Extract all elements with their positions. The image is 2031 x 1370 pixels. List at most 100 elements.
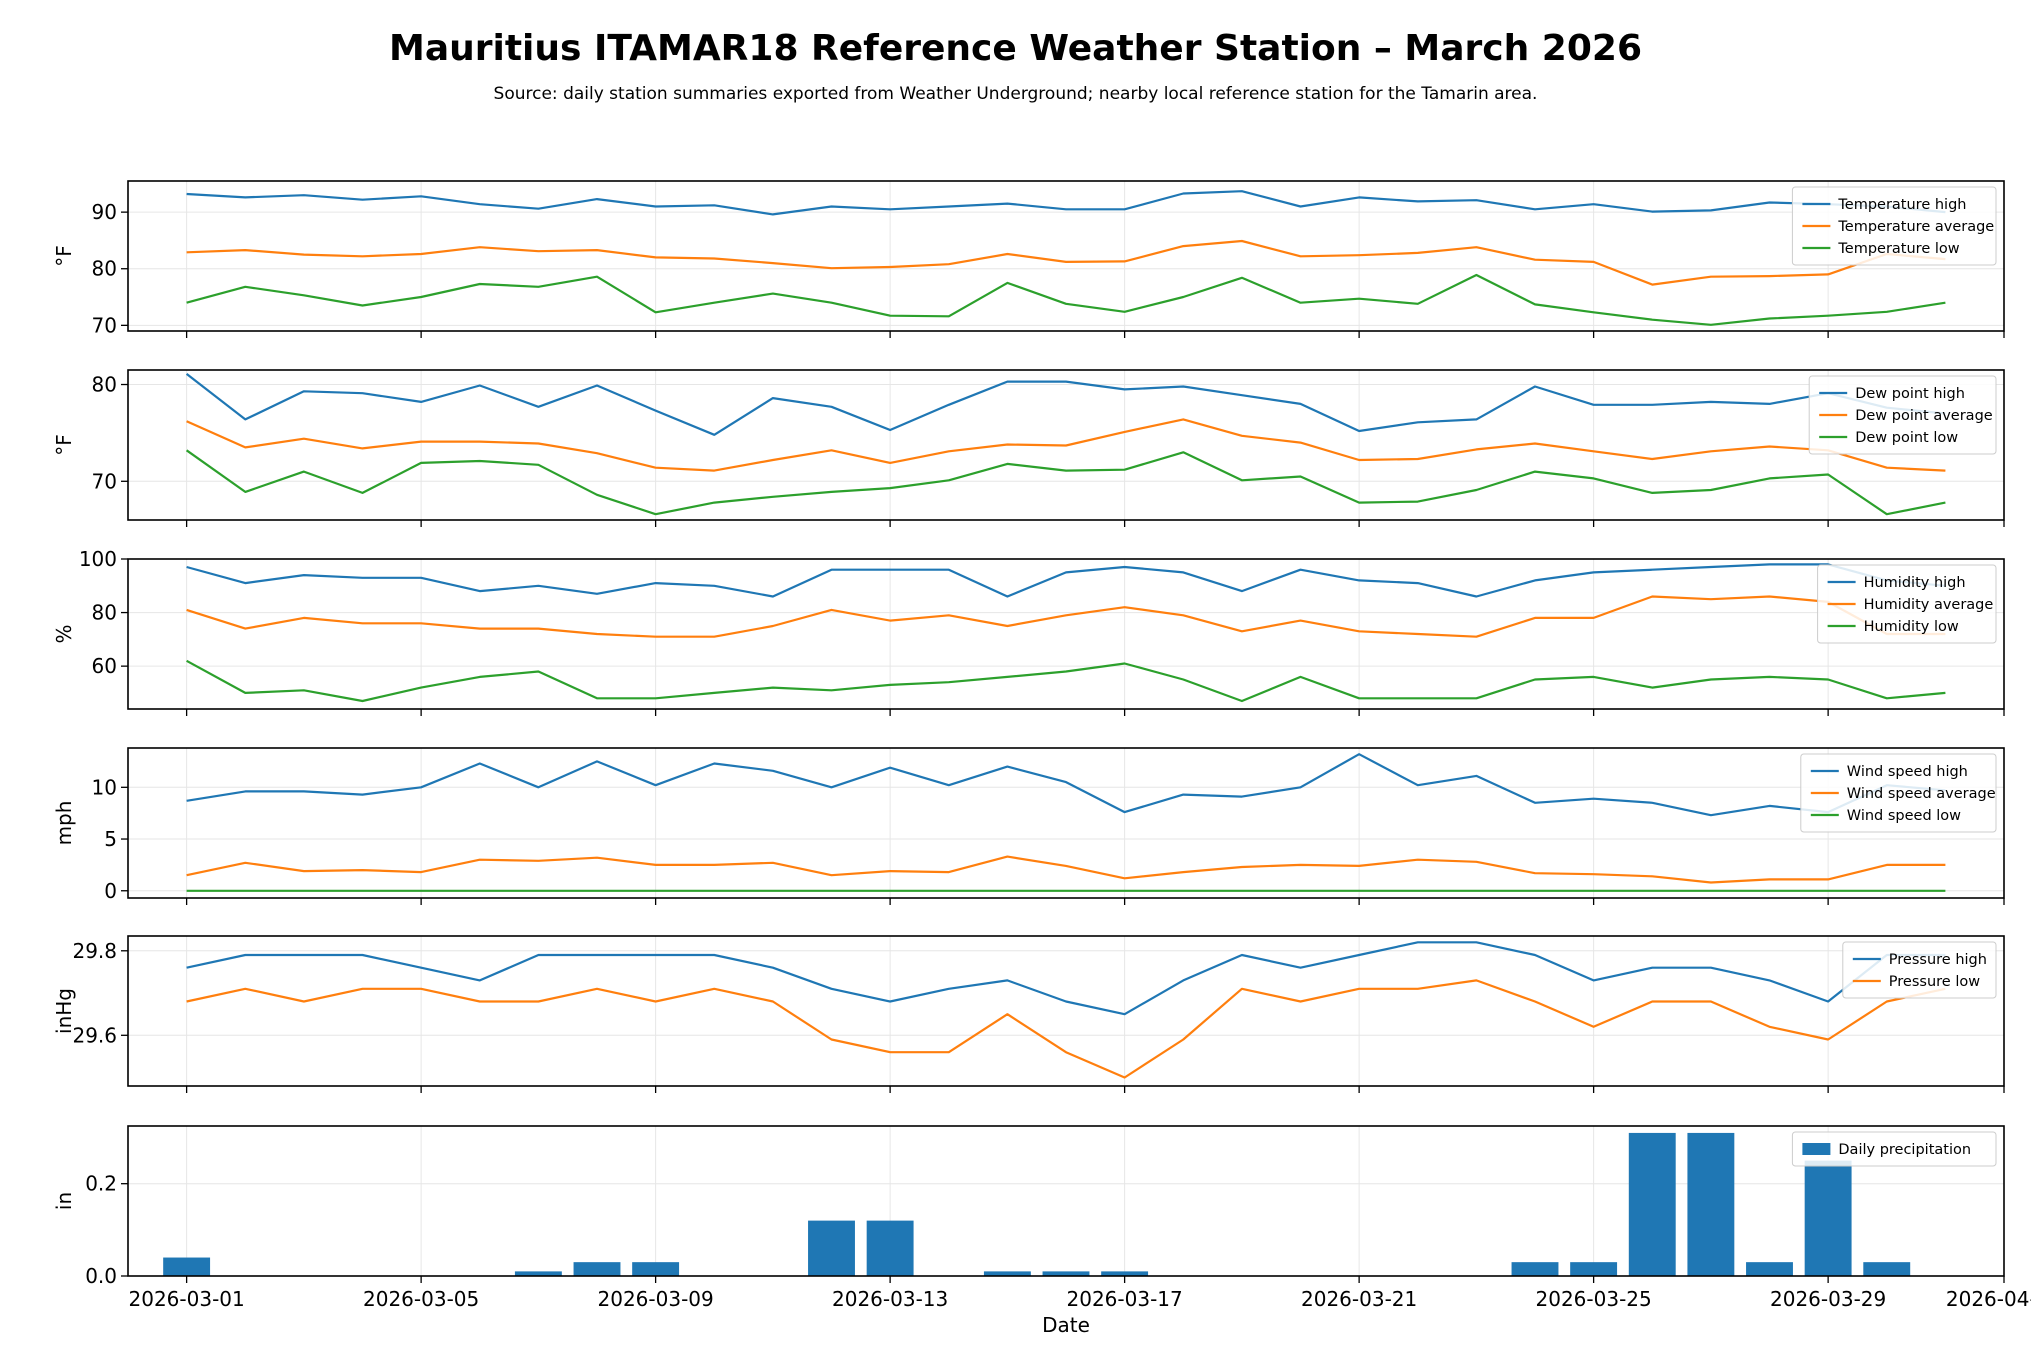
legend-label: Dew point high <box>1855 386 1965 402</box>
series-line-temperature-high <box>186 190 1946 216</box>
axes-frame <box>127 558 2005 710</box>
legend: Humidity high Humidity average Humidity lo… <box>1817 564 1997 644</box>
y-tick-label: 0 <box>104 879 117 903</box>
axes-frame <box>127 935 2005 1087</box>
precip-bar <box>1101 1271 1149 1276</box>
series-line-wind-speed-high <box>186 753 1946 817</box>
legend-box <box>1808 375 1997 455</box>
legend: Dew point high Dew point average Dew point… <box>1808 375 1997 455</box>
precip-bar <box>866 1220 914 1276</box>
precip-bar <box>1804 1160 1852 1276</box>
legend: Temperature high Temperature average Tempe… <box>1791 186 1997 266</box>
precip-bar <box>808 1220 855 1276</box>
axes-frame <box>127 1125 2005 1277</box>
y-tick-label: 0.0 <box>85 1264 117 1288</box>
legend-box <box>1791 186 1997 266</box>
x-tick-label: 2026-03-01 <box>129 1287 245 1311</box>
legend-label: Temperature low <box>1837 241 1959 257</box>
axes-frame <box>127 369 2005 521</box>
y-axis-label: inHg <box>52 988 76 1034</box>
series-line-dew-point-average <box>186 418 1946 472</box>
legend-box <box>1800 753 1997 833</box>
x-tick-label: 2026-03-25 <box>1536 1287 1652 1311</box>
x-tick-label: 2026-03-13 <box>832 1287 948 1311</box>
x-tick-label: 2026-04-01 <box>1946 1287 2031 1311</box>
series-line-wind-speed-average <box>186 855 1946 884</box>
legend: Wind speed high Wind speed average Wind sp… <box>1800 753 1997 833</box>
legend-label: Temperature average <box>1837 219 1994 235</box>
precip-bar <box>163 1257 211 1276</box>
precip-bar <box>1863 1262 1911 1276</box>
series-line-temperature-low <box>186 273 1946 326</box>
y-axis-label: mph <box>52 801 76 846</box>
series-line-humidity-average <box>186 595 1946 638</box>
chart-subtitle: Source: daily station summaries exported… <box>493 84 1538 104</box>
x-tick-label: 2026-03-21 <box>1301 1287 1417 1311</box>
y-axis-label: °F <box>52 434 76 456</box>
legend-label: Pressure low <box>1889 974 1980 990</box>
legend-box <box>1842 941 1997 999</box>
series-line-pressure-low <box>186 979 1946 1079</box>
y-axis-label: °F <box>52 245 76 267</box>
panel-1: 70 80 90 °F Temperature high Temperature aver… <box>52 180 2005 338</box>
y-tick-label: 10 <box>92 775 117 799</box>
y-tick-label: 70 <box>92 469 117 493</box>
x-tick-label: 2026-03-17 <box>1067 1287 1183 1311</box>
x-tick-label: 2026-03-29 <box>1770 1287 1886 1311</box>
precip-bar <box>1687 1132 1735 1276</box>
legend-box <box>1817 564 1997 644</box>
precip-bar <box>514 1271 562 1276</box>
precip-bar <box>1511 1262 1559 1276</box>
legend-label: Pressure high <box>1889 952 1987 968</box>
series-line-dew-point-high <box>185 373 1946 436</box>
legend: Daily precipitation <box>1791 1131 1997 1167</box>
y-tick-label: 80 <box>92 257 117 281</box>
legend-label: Humidity average <box>1864 597 1994 613</box>
y-tick-label: 29.6 <box>72 1023 117 1047</box>
chart-title: Mauritius ITAMAR18 Reference Weather Sta… <box>389 28 1642 69</box>
y-axis-label: in <box>52 1192 76 1210</box>
legend-box <box>1791 1131 1997 1167</box>
axes-frame <box>127 180 2005 332</box>
precip-bar <box>983 1271 1031 1276</box>
precip-bar <box>1628 1132 1676 1276</box>
legend-label: Humidity low <box>1864 619 1959 635</box>
legend-label: Daily precipitation <box>1838 1142 1971 1158</box>
y-tick-label: 80 <box>92 373 117 397</box>
y-tick-label: 29.8 <box>72 939 117 963</box>
y-tick-label: 80 <box>92 601 117 625</box>
precip-bar <box>1042 1271 1090 1276</box>
y-tick-label: 100 <box>79 547 117 571</box>
legend-label: Dew point low <box>1855 430 1958 446</box>
y-axis-label: % <box>52 624 76 643</box>
y-tick-label: 5 <box>104 827 117 851</box>
panel-4: 0 5 10 mph Wind speed high Wind speed average… <box>52 747 2005 905</box>
panel-6: 0.0 0.2 in Daily precipitation 2026-03-01 202… <box>52 1125 2031 1337</box>
series-line-pressure-high <box>186 941 1946 1016</box>
series-line-humidity-low <box>186 659 1946 703</box>
legend-label: Wind speed high <box>1847 764 1968 780</box>
panel-5: 29.6 29.8 inHg Pressure high Pressure low <box>52 935 2005 1093</box>
precip-bar <box>573 1262 621 1276</box>
series-line-humidity-high <box>186 563 1946 598</box>
legend-label: Dew point average <box>1855 408 1993 424</box>
precip-bar <box>632 1262 680 1276</box>
y-tick-label: 70 <box>92 313 117 337</box>
x-tick-label: 2026-03-09 <box>598 1287 714 1311</box>
legend-label: Wind speed average <box>1847 786 1996 802</box>
axes-frame <box>127 747 2005 899</box>
legend-swatch <box>1802 1143 1831 1155</box>
y-tick-label: 90 <box>92 200 117 224</box>
y-tick-label: 60 <box>92 654 117 678</box>
precip-bar <box>1570 1262 1618 1276</box>
legend: Pressure high Pressure low <box>1842 941 1997 999</box>
legend-label: Humidity high <box>1864 575 1966 591</box>
precip-bar <box>1746 1262 1793 1276</box>
y-tick-label: 0.2 <box>85 1172 117 1196</box>
x-axis-label: Date <box>1042 1313 1090 1337</box>
series-line-dew-point-low <box>185 449 1946 516</box>
legend-label: Wind speed low <box>1847 808 1961 824</box>
